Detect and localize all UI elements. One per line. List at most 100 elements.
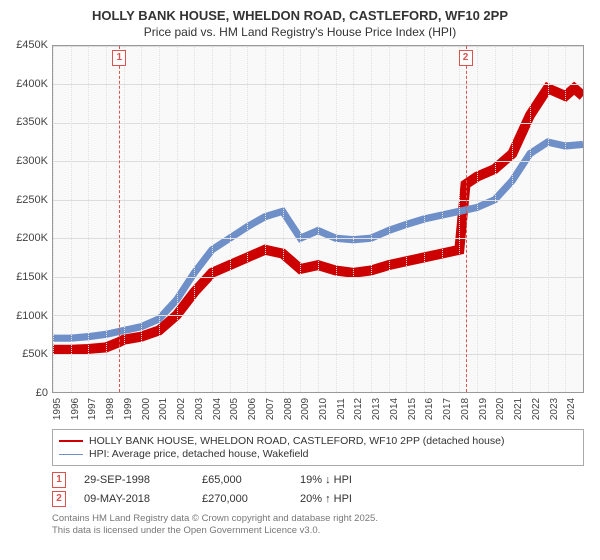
x-tick-label: 2002 (176, 398, 187, 420)
chart-area: 12 £0£50K£100K£150K£200K£250K£300K£350K£… (52, 45, 584, 425)
gridline-v (141, 46, 142, 392)
y-tick-label: £150K (16, 271, 48, 283)
x-tick-label: 2007 (265, 398, 276, 420)
gridline-v (565, 46, 566, 392)
x-tick-label: 2012 (353, 398, 364, 420)
y-tick-label: £400K (16, 78, 48, 90)
y-tick-label: £450K (16, 39, 48, 51)
legend: HOLLY BANK HOUSE, WHELDON ROAD, CASTLEFO… (52, 429, 584, 466)
events-table: 1 29-SEP-1998 £65,000 19% ↓ HPI 2 09-MAY… (52, 472, 584, 507)
event-marker-2: 2 (52, 491, 66, 507)
y-tick-label: £50K (22, 348, 48, 360)
x-tick-label: 2018 (460, 398, 471, 420)
gridline-v (318, 46, 319, 392)
event-price: £270,000 (202, 493, 282, 505)
gridline-v (336, 46, 337, 392)
gridline-v (53, 46, 54, 392)
legend-swatch (59, 440, 83, 442)
x-tick-label: 1997 (87, 398, 98, 420)
x-tick-label: 2001 (158, 398, 169, 420)
x-tick-label: 2010 (318, 398, 329, 420)
x-tick-label: 2024 (566, 398, 577, 420)
x-tick-label: 1995 (52, 398, 63, 420)
legend-item-price-paid: HOLLY BANK HOUSE, WHELDON ROAD, CASTLEFO… (59, 435, 577, 447)
footer: Contains HM Land Registry data © Crown c… (52, 513, 590, 538)
event-date: 09-MAY-2018 (84, 493, 184, 505)
gridline-v (177, 46, 178, 392)
gridline-v (124, 46, 125, 392)
x-tick-label: 2016 (424, 398, 435, 420)
x-tick-label: 2017 (442, 398, 453, 420)
gridline-v (230, 46, 231, 392)
x-tick-label: 2005 (229, 398, 240, 420)
gridline-v (300, 46, 301, 392)
x-tick-label: 2014 (389, 398, 400, 420)
legend-item-hpi: HPI: Average price, detached house, Wake… (59, 448, 577, 460)
event-delta: 20% ↑ HPI (300, 493, 390, 505)
gridline-v (212, 46, 213, 392)
gridline-v (406, 46, 407, 392)
event-delta: 19% ↓ HPI (300, 474, 390, 486)
chart-title: HOLLY BANK HOUSE, WHELDON ROAD, CASTLEFO… (10, 8, 590, 23)
gridline-v (283, 46, 284, 392)
gridline-h (53, 392, 583, 393)
event-date: 29-SEP-1998 (84, 474, 184, 486)
x-tick-label: 2015 (407, 398, 418, 420)
x-tick-label: 2019 (478, 398, 489, 420)
x-tick-label: 2020 (495, 398, 506, 420)
plot-region: 12 (52, 45, 584, 393)
chart-subtitle: Price paid vs. HM Land Registry's House … (10, 25, 590, 39)
gridline-v (477, 46, 478, 392)
gridline-v (371, 46, 372, 392)
gridline-v (159, 46, 160, 392)
x-tick-label: 2022 (531, 398, 542, 420)
x-tick-label: 2006 (247, 398, 258, 420)
y-tick-label: £350K (16, 116, 48, 128)
event-marker: 1 (112, 50, 126, 66)
event-line (466, 46, 467, 392)
gridline-v (106, 46, 107, 392)
x-tick-label: 2000 (141, 398, 152, 420)
x-tick-label: 1998 (105, 398, 116, 420)
x-tick-label: 2021 (513, 398, 524, 420)
x-tick-label: 2011 (336, 398, 347, 420)
gridline-v (194, 46, 195, 392)
event-row: 2 09-MAY-2018 £270,000 20% ↑ HPI (52, 491, 584, 507)
y-tick-label: £0 (36, 387, 48, 399)
gridline-v (353, 46, 354, 392)
gridline-v (265, 46, 266, 392)
event-row: 1 29-SEP-1998 £65,000 19% ↓ HPI (52, 472, 584, 488)
x-tick-label: 2009 (300, 398, 311, 420)
event-marker: 2 (459, 50, 473, 66)
event-marker-1: 1 (52, 472, 66, 488)
x-tick-label: 2004 (212, 398, 223, 420)
footer-line-1: Contains HM Land Registry data © Crown c… (52, 513, 590, 525)
x-tick-label: 2023 (549, 398, 560, 420)
y-tick-label: £250K (16, 194, 48, 206)
gridline-v (424, 46, 425, 392)
y-tick-label: £100K (16, 310, 48, 322)
x-tick-label: 1999 (123, 398, 134, 420)
gridline-v (247, 46, 248, 392)
x-tick-label: 2003 (194, 398, 205, 420)
gridline-v (530, 46, 531, 392)
x-tick-label: 2013 (371, 398, 382, 420)
gridline-v (548, 46, 549, 392)
gridline-v (442, 46, 443, 392)
event-price: £65,000 (202, 474, 282, 486)
y-tick-label: £300K (16, 155, 48, 167)
footer-line-2: This data is licensed under the Open Gov… (52, 525, 590, 537)
gridline-v (495, 46, 496, 392)
y-tick-label: £200K (16, 232, 48, 244)
legend-label: HPI: Average price, detached house, Wake… (89, 448, 308, 460)
x-tick-label: 1996 (70, 398, 81, 420)
gridline-v (459, 46, 460, 392)
gridline-v (71, 46, 72, 392)
gridline-v (512, 46, 513, 392)
legend-label: HOLLY BANK HOUSE, WHELDON ROAD, CASTLEFO… (89, 435, 504, 447)
x-tick-label: 2008 (283, 398, 294, 420)
event-line (119, 46, 120, 392)
gridline-v (389, 46, 390, 392)
gridline-v (88, 46, 89, 392)
legend-swatch (59, 454, 83, 455)
